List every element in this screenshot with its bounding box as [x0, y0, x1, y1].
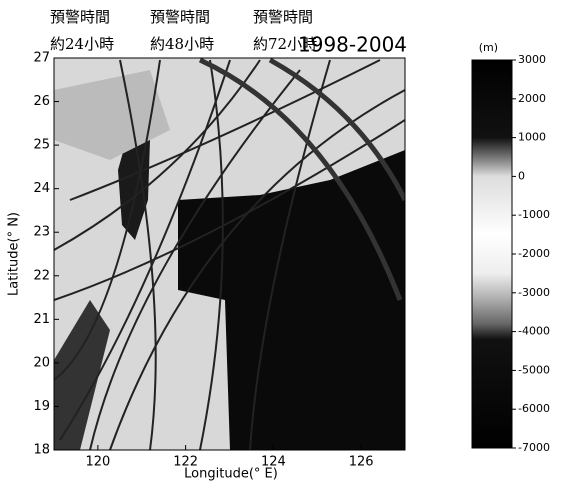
y-tick-label: 22	[33, 268, 50, 283]
colorbar-tick-label: -4000	[518, 325, 550, 338]
x-tick-label: 120	[85, 455, 110, 470]
map-image	[54, 58, 405, 450]
x-tick-label: 124	[261, 455, 286, 470]
colorbar-tick-label: 1000	[518, 131, 546, 144]
colorbar-tick-label: -2000	[518, 247, 550, 260]
y-tick-label: 24	[33, 181, 50, 196]
colorbar-tick-label: 2000	[518, 92, 546, 105]
colorbar-tick-label: -6000	[518, 402, 550, 415]
y-tick-label: 18	[33, 443, 50, 458]
y-axis-label: Latitude(° N)	[7, 212, 22, 296]
warning-line1: 預警時間	[253, 8, 313, 26]
warning-line2: 約48小時	[150, 35, 214, 53]
colorbar-unit: (m)	[479, 41, 498, 54]
y-tick-label: 26	[33, 94, 50, 109]
figure: (m) Longitude(° E) Latitude(° N) 1201221…	[0, 0, 565, 488]
colorbar-tick-label: -1000	[518, 208, 550, 221]
x-tick-label: 122	[173, 455, 198, 470]
y-tick-label: 19	[33, 399, 50, 414]
x-tick-label: 126	[349, 455, 374, 470]
y-tick-label: 25	[33, 138, 50, 153]
colorbar-tick-label: 0	[518, 169, 525, 182]
colorbar	[472, 60, 512, 448]
y-tick-label: 20	[33, 355, 50, 370]
warning-line1: 預警時間	[150, 8, 210, 26]
colorbar-tick-label: -7000	[518, 441, 550, 454]
colorbar-tick-label: -5000	[518, 363, 550, 376]
colorbar-tick-label: 3000	[518, 53, 546, 66]
period: 1998-2004	[298, 33, 407, 57]
y-tick-label: 21	[33, 312, 50, 327]
warning-line1: 預警時間	[50, 8, 110, 26]
warning-line2: 約24小時	[50, 35, 114, 53]
y-tick-label: 23	[33, 225, 50, 240]
page: (m) Longitude(° E) Latitude(° N) 1201221…	[0, 0, 565, 488]
colorbar-tick-label: -3000	[518, 286, 550, 299]
y-tick-label: 27	[33, 51, 50, 66]
